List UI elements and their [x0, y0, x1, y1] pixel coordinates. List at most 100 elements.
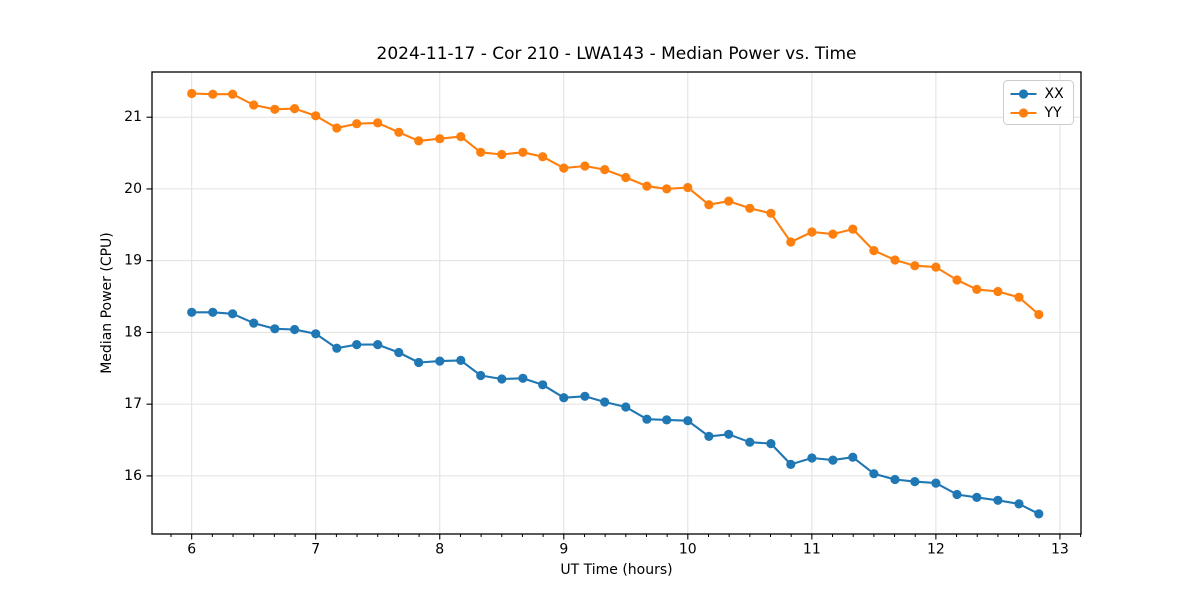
data-point-XX: [890, 474, 900, 485]
data-point-XX: [228, 309, 238, 319]
data-point-XX: [828, 455, 838, 465]
data-point-YY: [311, 111, 321, 121]
data-point-YY: [683, 182, 693, 193]
data-point-YY: [290, 104, 300, 114]
x-tick-label: 8: [435, 542, 444, 558]
data-point-YY: [662, 184, 672, 194]
y-tick-label: 16: [124, 468, 142, 484]
data-point-XX: [786, 459, 796, 469]
legend-marker-XX: [1018, 89, 1029, 99]
data-point-YY: [848, 224, 858, 234]
data-point-XX: [993, 495, 1003, 505]
y-tick-label: 21: [124, 109, 142, 125]
data-point-XX: [394, 347, 404, 358]
data-point-XX: [414, 357, 424, 368]
data-point-XX: [910, 477, 920, 487]
data-point-XX: [704, 431, 714, 441]
data-point-XX: [270, 324, 280, 334]
data-point-YY: [332, 123, 342, 133]
x-tick-label: 13: [1051, 542, 1069, 558]
x-tick-label: 6: [187, 542, 196, 558]
data-point-YY: [807, 227, 817, 237]
data-point-XX: [848, 452, 858, 462]
data-point-XX: [931, 478, 941, 488]
axes-border: [151, 71, 1082, 535]
series-line-YY: [191, 92, 1040, 316]
data-point-XX: [559, 393, 569, 403]
data-point-XX: [456, 355, 466, 365]
data-point-YY: [869, 246, 879, 256]
x-tick-label: 11: [803, 542, 821, 558]
data-point-XX: [435, 356, 445, 366]
data-point-YY: [910, 261, 920, 271]
data-point-XX: [538, 380, 548, 390]
data-point-YY: [270, 104, 280, 114]
data-point-YY: [373, 118, 383, 128]
data-point-YY: [187, 88, 197, 99]
data-point-XX: [972, 492, 982, 502]
data-point-YY: [476, 147, 486, 157]
data-point-XX: [497, 374, 507, 384]
data-point-XX: [1014, 499, 1024, 509]
data-point-XX: [621, 402, 631, 412]
data-point-XX: [580, 391, 590, 401]
x-axis-label: UT Time (hours): [560, 562, 673, 578]
legend-marker-YY: [1018, 108, 1029, 118]
legend-label-YY: YY: [1044, 105, 1063, 121]
data-point-XX: [662, 415, 672, 425]
x-tick-label: 12: [927, 542, 945, 558]
data-point-YY: [249, 100, 259, 110]
data-point-YY: [704, 200, 714, 210]
y-tick-label: 20: [124, 181, 142, 197]
y-tick-label: 19: [124, 253, 142, 269]
data-point-XX: [352, 340, 362, 350]
legend-label-XX: XX: [1045, 86, 1065, 102]
data-point-XX: [1034, 509, 1044, 519]
data-point-YY: [352, 119, 362, 129]
data-point-YY: [1014, 292, 1024, 302]
data-point-YY: [993, 286, 1003, 297]
data-point-XX: [642, 414, 652, 424]
data-point-YY: [642, 181, 652, 191]
data-point-YY: [559, 163, 569, 173]
data-point-XX: [869, 469, 879, 479]
data-point-YY: [414, 136, 424, 146]
data-point-YY: [952, 275, 962, 285]
data-point-YY: [580, 161, 590, 171]
x-tick-label: 9: [559, 542, 568, 558]
data-point-XX: [187, 307, 197, 317]
data-point-YY: [456, 132, 466, 142]
data-point-YY: [538, 152, 548, 162]
x-tick-label: 10: [679, 542, 697, 558]
data-point-YY: [766, 208, 776, 218]
data-point-YY: [621, 172, 631, 183]
data-point-YY: [497, 149, 507, 160]
data-point-YY: [435, 134, 445, 144]
data-point-XX: [600, 397, 610, 407]
data-point-XX: [724, 429, 734, 439]
data-point-YY: [518, 147, 528, 157]
data-point-XX: [311, 329, 321, 339]
chart-title: 2024-11-17 - Cor 210 - LWA143 - Median P…: [376, 44, 857, 64]
y-tick-label: 18: [124, 324, 142, 340]
data-point-YY: [1034, 309, 1044, 320]
data-point-XX: [518, 373, 528, 383]
data-point-YY: [208, 89, 218, 99]
x-tick-label: 7: [311, 542, 320, 558]
data-point-YY: [972, 284, 982, 294]
data-point-YY: [724, 196, 734, 206]
data-point-XX: [249, 318, 259, 328]
data-point-XX: [745, 437, 755, 447]
data-point-YY: [786, 237, 796, 247]
data-point-XX: [332, 343, 342, 353]
data-point-YY: [890, 255, 900, 265]
data-point-YY: [600, 165, 610, 175]
data-point-XX: [208, 307, 218, 317]
data-point-XX: [807, 453, 817, 463]
data-point-XX: [952, 489, 962, 500]
data-point-YY: [745, 203, 755, 213]
data-point-XX: [683, 416, 693, 426]
data-point-YY: [394, 127, 404, 137]
